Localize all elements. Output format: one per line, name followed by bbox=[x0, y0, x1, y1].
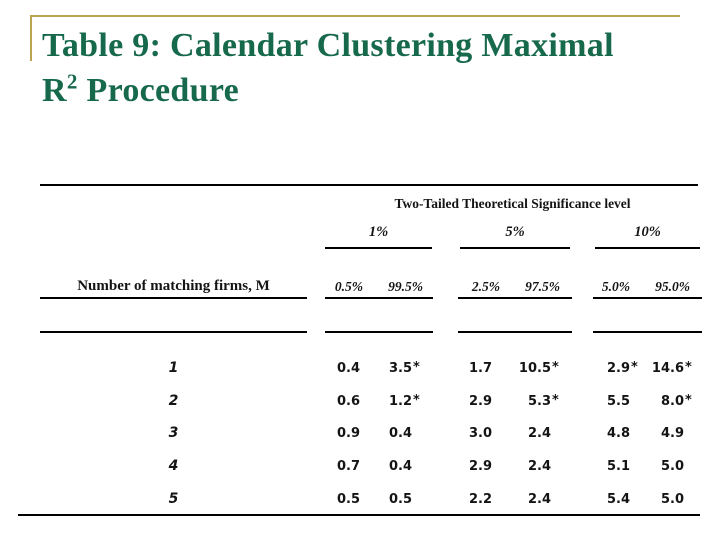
table-bottom-rule bbox=[18, 514, 700, 516]
header-underline-group3 bbox=[593, 297, 702, 299]
sub-header-99-5pct: 99.5% bbox=[388, 279, 423, 294]
data-cell: 14.6 * bbox=[651, 360, 692, 376]
sub-header-0-5pct: 0.5% bbox=[334, 279, 363, 294]
row-header-matching-firms: Number of matching firms, M bbox=[77, 278, 270, 294]
data-cell: 0.4 bbox=[336, 361, 360, 376]
data-cell: 2.4 bbox=[527, 459, 551, 474]
row-m-label: 2 bbox=[168, 393, 179, 409]
significance-star: * bbox=[552, 393, 559, 408]
significance-star: * bbox=[552, 360, 559, 375]
sub-header-97-5pct: 97.5% bbox=[525, 279, 560, 294]
row-m-label: 5 bbox=[168, 491, 179, 507]
data-cell: 5.1 bbox=[606, 459, 630, 474]
data-cell: 3.5 * bbox=[388, 360, 420, 376]
accent-line-left bbox=[30, 15, 32, 61]
spacer-underline-group2 bbox=[458, 331, 572, 333]
row-m-label: 4 bbox=[168, 458, 179, 474]
significance-star: * bbox=[413, 393, 420, 408]
data-cell: 2.4 bbox=[527, 492, 551, 507]
data-cell: 8.0 * bbox=[660, 393, 692, 409]
sub-header-5-0pct: 5.0% bbox=[601, 279, 630, 294]
data-cell: 2.9 * bbox=[606, 360, 638, 376]
data-cell: 5.0 bbox=[660, 459, 684, 474]
data-cell: 4.8 bbox=[606, 426, 630, 441]
data-cell: 1.7 bbox=[468, 361, 492, 376]
data-cell: 2.9 bbox=[468, 459, 492, 474]
header-underline-m-column bbox=[40, 297, 307, 299]
data-cell: 0.5 bbox=[336, 492, 360, 507]
group-underline-10pct bbox=[595, 247, 700, 249]
data-cell: 0.4 bbox=[388, 459, 412, 474]
group-underline-5pct bbox=[460, 247, 570, 249]
spacer-underline-group1 bbox=[325, 331, 433, 333]
data-cell: 2.9 bbox=[468, 394, 492, 409]
data-cell: 2.4 bbox=[527, 426, 551, 441]
significance-level-header: Two-Tailed Theoretical Significance leve… bbox=[394, 196, 631, 211]
group-label-1pct: 1% bbox=[368, 224, 389, 240]
group-label-10pct: 10% bbox=[634, 224, 661, 240]
data-cell: 5.5 bbox=[606, 394, 630, 409]
data-cell: 5.4 bbox=[606, 492, 630, 507]
header-underline-group2 bbox=[458, 297, 572, 299]
header-underline-group1 bbox=[325, 297, 433, 299]
row-m-label: 3 bbox=[168, 425, 179, 441]
title-line1: Table 9: Calendar Clustering Maximal bbox=[42, 27, 614, 64]
title-superscript: 2 bbox=[66, 69, 78, 94]
spacer-underline-m-column bbox=[40, 331, 307, 333]
significance-star: * bbox=[631, 360, 638, 375]
significance-star: * bbox=[685, 360, 692, 375]
data-cell: 10.5 * bbox=[518, 360, 559, 376]
accent-line-top bbox=[30, 15, 680, 17]
data-cell: 0.7 bbox=[336, 459, 360, 474]
data-cell: 1.2 * bbox=[388, 393, 420, 409]
data-cell: 5.0 bbox=[660, 492, 684, 507]
significance-star: * bbox=[413, 360, 420, 375]
title-line2: R2 Procedure bbox=[42, 69, 240, 109]
data-cell: 0.5 bbox=[388, 492, 412, 507]
data-cell: 3.0 bbox=[468, 426, 492, 441]
data-cell: 0.4 bbox=[388, 426, 412, 441]
row-m-label: 1 bbox=[168, 360, 179, 376]
data-cell: 4.9 bbox=[660, 426, 684, 441]
group-label-5pct: 5% bbox=[505, 224, 525, 240]
data-cell: 5.3 * bbox=[527, 393, 559, 409]
data-cell: 2.2 bbox=[468, 492, 492, 507]
data-cell: 0.6 bbox=[336, 394, 360, 409]
sub-header-2-5pct: 2.5% bbox=[471, 279, 500, 294]
sub-header-95-0pct: 95.0% bbox=[655, 279, 690, 294]
slide-title: Table 9: Calendar Clustering Maximal R2 … bbox=[42, 23, 702, 113]
spacer-underline-group3 bbox=[593, 331, 702, 333]
data-cell: 0.9 bbox=[336, 426, 360, 441]
significance-star: * bbox=[685, 393, 692, 408]
group-underline-1pct bbox=[325, 247, 432, 249]
table-top-rule bbox=[40, 184, 698, 186]
